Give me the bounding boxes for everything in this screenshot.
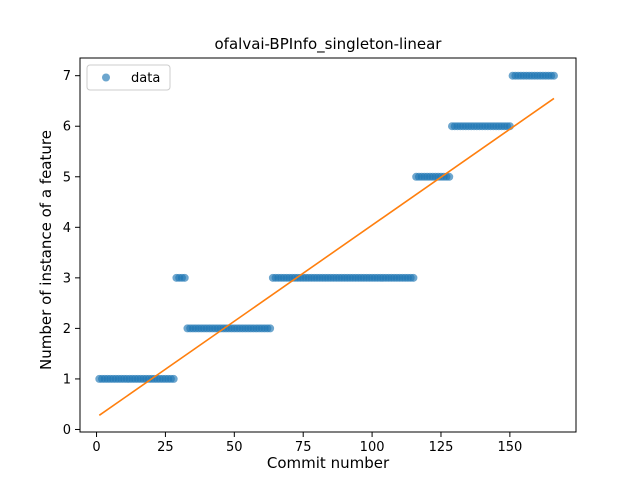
y-tick-label: 0 <box>63 423 71 438</box>
y-tick-label: 2 <box>63 322 71 337</box>
data-point <box>445 172 454 181</box>
y-tick-label: 5 <box>63 170 71 185</box>
y-tick-label: 4 <box>63 221 71 236</box>
plot-area <box>95 71 558 416</box>
y-tick-label: 7 <box>63 69 71 84</box>
plot-frame <box>79 57 577 433</box>
data-point <box>169 374 178 383</box>
x-tick-label: 125 <box>429 440 454 455</box>
legend-box <box>86 64 171 91</box>
x-tick-label: 150 <box>497 440 522 455</box>
data-point <box>266 324 275 333</box>
y-tick-label: 6 <box>63 120 71 135</box>
x-tick-label: 50 <box>226 440 243 455</box>
y-tick-label: 3 <box>63 271 71 286</box>
x-axis-label: Commit number <box>267 454 390 472</box>
legend: data <box>86 64 171 91</box>
data-point <box>180 273 189 282</box>
chart-title: ofalvai-BPInfo_singleton-linear <box>215 35 443 54</box>
data-point <box>409 273 418 282</box>
x-tick-label: 100 <box>360 440 385 455</box>
fit-line <box>98 97 555 416</box>
legend-marker <box>102 73 110 82</box>
axes: 0 25 50 75 100 125 150 0 1 2 3 4 5 6 7 <box>63 57 577 455</box>
legend-label: data <box>131 71 160 86</box>
data-point <box>549 71 558 80</box>
x-tick-label: 0 <box>92 440 100 455</box>
x-tick-label: 75 <box>295 440 312 455</box>
x-tick-label: 25 <box>157 440 174 455</box>
y-tick-label: 1 <box>63 372 71 387</box>
y-axis-label: Number of instance of a feature <box>37 130 55 370</box>
